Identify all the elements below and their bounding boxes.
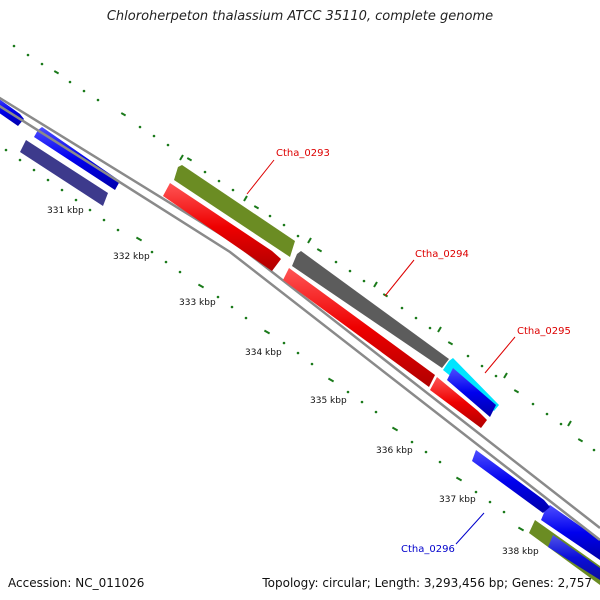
outer-tick-marks xyxy=(179,154,572,427)
genome-info-text: Topology: circular; Length: 3,293,456 bp… xyxy=(262,576,592,590)
tick-label-333: 333 kbp xyxy=(179,298,216,308)
gc-skew-track-outer xyxy=(12,44,596,452)
gene-label-ctha-0295[interactable]: Ctha_0295 xyxy=(517,326,571,337)
leader-line-ctha-0293 xyxy=(246,159,275,195)
tick-label-335: 335 kbp xyxy=(310,396,347,406)
genome-backbone xyxy=(0,96,600,541)
gene-label-ctha-0296[interactable]: Ctha_0296 xyxy=(401,544,455,555)
leader-line-ctha-0294 xyxy=(384,259,415,297)
gene-blue-rev-4[interactable] xyxy=(447,368,496,417)
tick-label-334: 334 kbp xyxy=(245,348,282,358)
gene-blue-ctha-0296[interactable] xyxy=(472,450,550,513)
gene-olive-ctha-0293[interactable] xyxy=(174,165,295,257)
gene-red-rev-2[interactable] xyxy=(430,377,487,428)
gene-label-ctha-0293[interactable]: Ctha_0293 xyxy=(276,148,330,159)
gene-navy-rev-1[interactable] xyxy=(20,140,108,206)
gene-label-ctha-0294[interactable]: Ctha_0294 xyxy=(415,249,469,260)
reverse-strand-genes[interactable] xyxy=(20,140,600,585)
gc-content-track-inner xyxy=(4,148,525,532)
kbp-tick-labels: 331 kbp 332 kbp 333 kbp 334 kbp 335 kbp … xyxy=(47,206,539,557)
tick-label-338: 338 kbp xyxy=(502,547,539,557)
gene-labels[interactable]: Ctha_0293 Ctha_0294 Ctha_0295 Ctha_0296 xyxy=(246,148,571,555)
accession-text: Accession: NC_011026 xyxy=(8,576,145,590)
leader-line-ctha-0295 xyxy=(484,336,516,374)
gene-gray-ctha-0294[interactable] xyxy=(292,251,449,368)
gene-blue-fwd-3[interactable] xyxy=(541,505,600,560)
tick-label-331: 331 kbp xyxy=(47,206,84,216)
map-title: Chloroherpeton thalassium ATCC 35110, co… xyxy=(106,9,494,24)
forward-strand-genes[interactable] xyxy=(0,96,600,560)
gene-blue-rev-6[interactable] xyxy=(548,535,600,580)
tick-label-336: 336 kbp xyxy=(376,446,413,456)
gene-red-ctha-0294-rev[interactable] xyxy=(283,268,435,387)
leader-line-ctha-0296 xyxy=(455,512,485,545)
tick-label-337: 337 kbp xyxy=(439,495,476,505)
tick-label-332: 332 kbp xyxy=(113,252,150,262)
gene-red-ctha-0293-rev[interactable] xyxy=(163,183,281,271)
